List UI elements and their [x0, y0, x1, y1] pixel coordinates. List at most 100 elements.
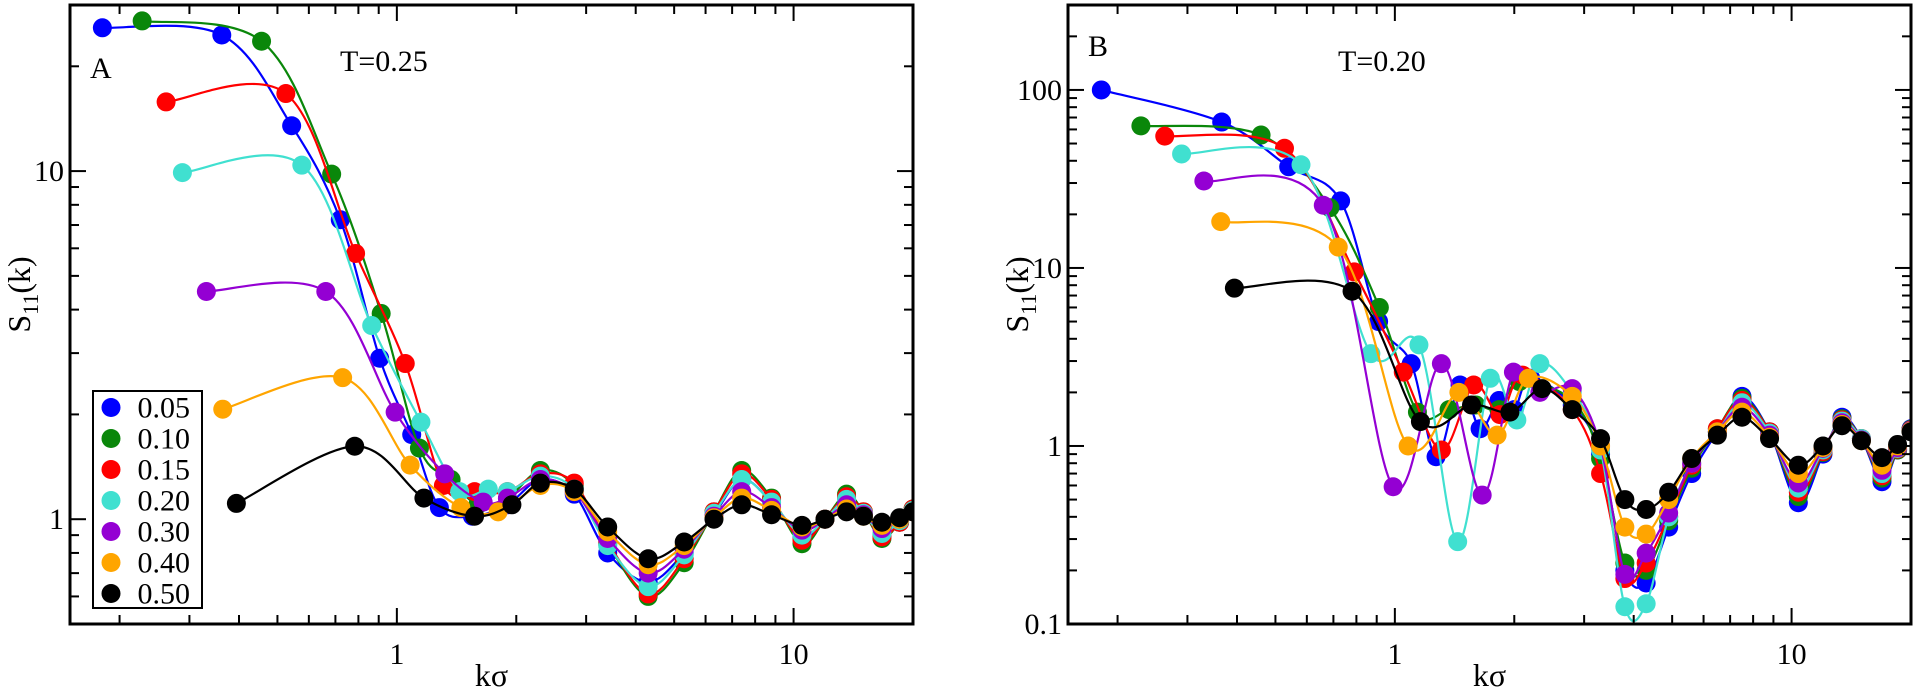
data-point: [732, 495, 752, 515]
series-line: [1101, 88, 1911, 589]
data-point: [1636, 499, 1656, 519]
series-0.50: [226, 436, 913, 569]
data-point: [1659, 482, 1679, 502]
x-axis-label: kσ: [475, 657, 508, 691]
data-point: [1224, 278, 1244, 298]
data-point: [1398, 436, 1418, 456]
series-0.50: [1224, 278, 1911, 519]
data-point: [1211, 212, 1231, 232]
temperature-annotation: T=0.20: [1338, 45, 1426, 78]
data-point: [282, 116, 302, 136]
data-point: [1194, 171, 1214, 191]
y-axis-label-main: S: [999, 315, 1035, 333]
panel-b: 1 10 0.1 1 10 100 kσ S11(k) B T=0.20: [999, 3, 1913, 691]
data-point: [1472, 485, 1492, 505]
data-point: [473, 492, 493, 512]
legend-label: 0.30: [138, 516, 191, 549]
data-point: [1707, 425, 1727, 445]
y-axis-label-main: S: [1, 315, 37, 333]
data-point: [1562, 386, 1582, 406]
data-point: [1615, 517, 1635, 537]
data-point: [156, 92, 176, 112]
y-axis-label: S11(k): [999, 256, 1041, 332]
data-point: [564, 479, 584, 499]
data-point: [465, 506, 485, 526]
legend-marker: [101, 584, 121, 603]
data-point: [1274, 138, 1294, 158]
data-point: [1461, 395, 1481, 415]
data-point: [1431, 440, 1451, 460]
legend-marker: [101, 553, 121, 572]
y-tick-label: 100: [1017, 74, 1062, 107]
data-point: [792, 515, 812, 535]
data-point: [815, 509, 835, 529]
data-point: [1448, 532, 1468, 552]
data-point: [411, 412, 431, 432]
data-point: [1091, 80, 1111, 100]
x-tick-label: 1: [1387, 638, 1402, 671]
y-tick-label: 1: [49, 503, 64, 536]
data-point: [172, 163, 192, 183]
data-point: [1409, 335, 1429, 355]
data-point: [1503, 362, 1523, 382]
data-point: [1532, 379, 1552, 399]
data-point: [1788, 455, 1808, 475]
data-point: [226, 493, 246, 513]
data-point: [1487, 425, 1507, 445]
data-point: [1872, 448, 1892, 468]
series-0.30: [1194, 171, 1911, 584]
legend-item: 0.10: [101, 423, 190, 456]
y-axis-label: S11(k): [1, 256, 43, 332]
plot-frame: [68, 3, 915, 626]
y-tick-label: 1: [1047, 430, 1062, 463]
x-tick-label: 1: [389, 638, 404, 671]
series-0.05: [1091, 80, 1911, 593]
data-point: [1888, 434, 1908, 454]
data-point: [346, 243, 366, 263]
data-point: [872, 512, 892, 532]
data-point: [1813, 436, 1833, 456]
data-point: [1439, 400, 1459, 420]
data-point: [345, 436, 365, 456]
data-point: [1313, 195, 1333, 215]
series-0.40: [1211, 212, 1911, 544]
data-point: [1383, 477, 1403, 497]
data-point: [1410, 412, 1430, 432]
data-point: [362, 316, 382, 336]
data-point: [1530, 354, 1550, 374]
x-tick-label: 10: [779, 638, 809, 671]
y-axis-label-suffix: (k): [999, 256, 1035, 293]
data-point: [762, 505, 782, 525]
data-point: [1615, 564, 1635, 584]
data-point: [252, 31, 272, 51]
data-point: [1636, 543, 1656, 563]
data-point: [400, 455, 420, 475]
data-point: [132, 11, 152, 31]
data-point: [598, 517, 618, 537]
data-point: [1155, 126, 1175, 146]
data-point: [1682, 449, 1702, 469]
legend-label: 0.05: [138, 392, 191, 425]
data-point: [292, 155, 312, 175]
series-0.40: [213, 368, 913, 575]
plot-area: [1091, 80, 1911, 623]
data-point: [450, 482, 470, 502]
data-point: [674, 532, 694, 552]
data-point: [92, 18, 112, 38]
data-point: [316, 281, 336, 301]
plot-area: [92, 11, 913, 606]
legend-marker: [101, 491, 121, 510]
series-line: [1203, 174, 1911, 582]
panel-label: B: [1088, 30, 1108, 63]
series-line: [141, 19, 913, 598]
legend-label: 0.20: [138, 485, 191, 518]
data-point: [1851, 431, 1871, 451]
data-point: [395, 354, 415, 374]
y-axis-label-subscript: 11: [1016, 294, 1041, 315]
data-point: [1615, 597, 1635, 617]
data-point: [1342, 281, 1362, 301]
data-point: [1431, 354, 1451, 374]
data-point: [333, 368, 353, 388]
data-point: [1449, 382, 1469, 402]
data-point: [704, 509, 724, 529]
